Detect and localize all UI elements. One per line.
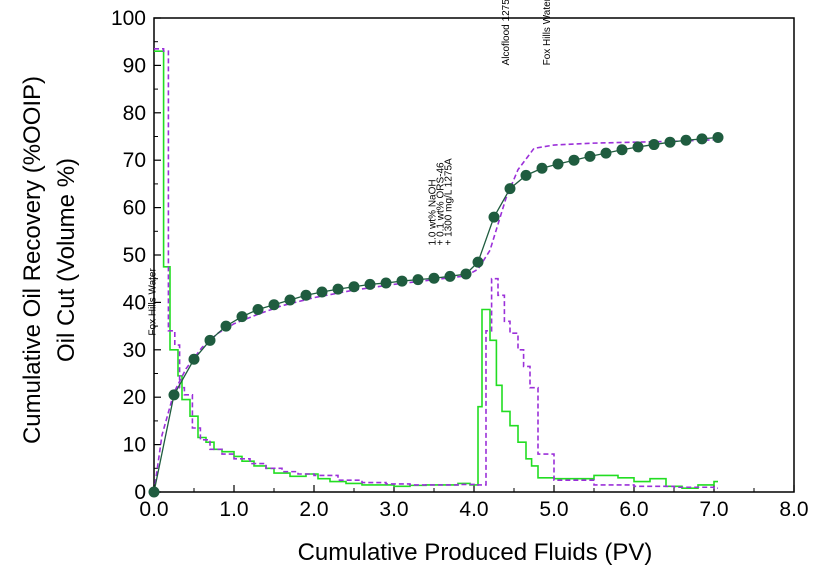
recovery-point [568,154,580,166]
x-tick-label: 8.0 [779,498,808,521]
x-tick-label: 4.0 [459,498,488,521]
y-tick-label: 50 [123,244,146,267]
recovery-point [380,277,392,289]
recovery-point [220,320,232,332]
annotation-label: Fox Hills Water [542,0,553,65]
plot-frame [153,17,795,493]
y-tick-label: 30 [123,339,146,362]
annotation-label: + 0.1 wt% ORS-46 [436,162,447,246]
y-tick-label: 40 [123,291,146,314]
recovery-point [252,304,264,316]
recovery-point [348,281,360,293]
axes: 0.0 1.0 2.0 3.0 4.0 5.0 6.0 7.0 8.0 0 10 20 30 40 50 60… [111,7,809,521]
y-tick-label: 60 [123,197,146,220]
annotations: Fox Hills Water 1.0 wt% NaOH+ 0.1 wt% ORS… [148,0,553,336]
x-axis-title: Cumulative Produced Fluids (PV) [298,539,653,566]
y-tick-label: 70 [123,149,146,172]
x-tick-label: 2.0 [299,498,328,521]
recovery-point [712,131,724,143]
recovery-point [664,136,676,148]
series-3-line [154,48,718,490]
series-layer [148,48,724,498]
x-tick-label: 0.0 [139,498,168,521]
recovery-point [520,169,532,181]
recovery-point [680,134,692,146]
annotation-label: + 1300 mg/L 1275A [444,158,455,246]
recovery-point [584,150,596,162]
recovery-point [632,141,644,153]
x-tick-label: 1.0 [219,498,248,521]
y-tick-label: 10 [123,434,146,457]
recovery-point [504,183,516,195]
recovery-point [316,286,328,298]
y-axis-title: Cumulative Oil Recovery (%OOIP) Oil Cut … [19,76,80,444]
recovery-point [236,311,248,323]
recovery-point [148,486,160,498]
recovery-point [488,211,500,223]
y-tick-label: 0 [134,481,146,504]
x-tick-label: 7.0 [699,498,728,521]
y-tick-label: 100 [111,7,146,30]
x-tick-label: 3.0 [379,498,408,521]
annotation-label: Alcoflood 1275A [501,0,512,65]
x-tick-label: 5.0 [539,498,568,521]
recovery-point [412,274,424,286]
recovery-point [696,133,708,145]
y-axis-title-line-1: Cumulative Oil Recovery (%OOIP) [19,76,46,444]
annotation-label: Fox Hills Water [148,267,159,335]
recovery-point [188,353,200,365]
recovery-point [616,144,628,156]
recovery-point [536,162,548,174]
y-tick-label: 20 [123,386,146,409]
recovery-point [396,275,408,287]
recovery-point [600,147,612,159]
x-tick-label: 6.0 [619,498,648,521]
annotation-label: 1.0 wt% NaOH [428,179,439,245]
recovery-point [332,283,344,295]
recovery-point [364,278,376,290]
recovery-point [460,268,472,280]
recovery-point [648,139,660,151]
recovery-point [168,389,180,401]
y-axis-title-line-2: Oil Cut (Volume %) [53,158,80,362]
y-tick-label: 90 [123,54,146,77]
recovery-point [428,272,440,284]
recovery-point [268,299,280,311]
recovery-point [444,270,456,282]
recovery-point [300,289,312,301]
recovery-point [204,334,216,346]
y-tick-label: 80 [123,102,146,125]
recovery-point [472,256,484,268]
recovery-point [284,294,296,306]
series-2-line [154,50,718,490]
recovery-point [552,158,564,170]
